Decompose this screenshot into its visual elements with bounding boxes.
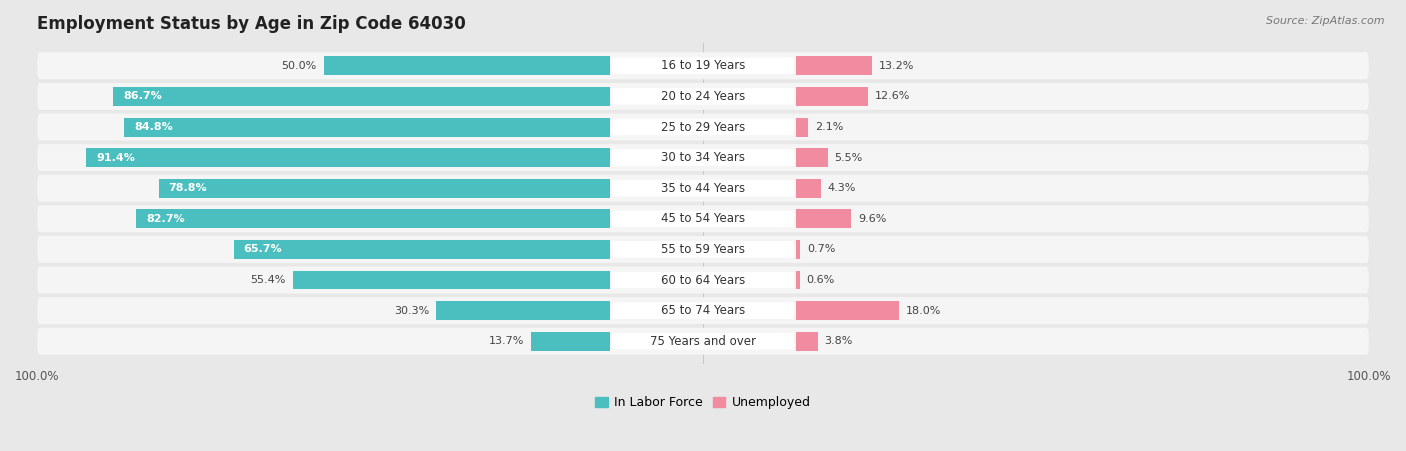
- Text: 84.8%: 84.8%: [134, 122, 173, 132]
- FancyBboxPatch shape: [37, 297, 1369, 324]
- Text: 75 Years and over: 75 Years and over: [650, 335, 756, 348]
- Bar: [114, 87, 610, 106]
- Text: 25 to 29 Years: 25 to 29 Years: [661, 120, 745, 133]
- Text: 16 to 19 Years: 16 to 19 Years: [661, 60, 745, 72]
- FancyBboxPatch shape: [612, 211, 794, 227]
- Text: 78.8%: 78.8%: [169, 183, 207, 193]
- Bar: [436, 301, 610, 320]
- FancyBboxPatch shape: [612, 180, 794, 197]
- FancyBboxPatch shape: [37, 236, 1369, 263]
- Text: 91.4%: 91.4%: [97, 152, 135, 163]
- Bar: [796, 118, 808, 137]
- Bar: [796, 301, 900, 320]
- Bar: [796, 56, 872, 75]
- FancyBboxPatch shape: [37, 114, 1369, 141]
- Text: 30 to 34 Years: 30 to 34 Years: [661, 151, 745, 164]
- Text: Employment Status by Age in Zip Code 64030: Employment Status by Age in Zip Code 640…: [37, 15, 465, 33]
- Text: 0.7%: 0.7%: [807, 244, 835, 254]
- Text: 12.6%: 12.6%: [875, 92, 910, 101]
- Bar: [531, 331, 610, 351]
- Text: 50.0%: 50.0%: [281, 61, 316, 71]
- Text: 60 to 64 Years: 60 to 64 Years: [661, 273, 745, 286]
- Text: 4.3%: 4.3%: [828, 183, 856, 193]
- Text: 30.3%: 30.3%: [395, 306, 430, 316]
- Text: 55.4%: 55.4%: [250, 275, 285, 285]
- FancyBboxPatch shape: [612, 119, 794, 135]
- FancyBboxPatch shape: [37, 328, 1369, 354]
- Bar: [159, 179, 610, 198]
- Text: 13.7%: 13.7%: [489, 336, 524, 346]
- Text: 82.7%: 82.7%: [146, 214, 186, 224]
- Text: 20 to 24 Years: 20 to 24 Years: [661, 90, 745, 103]
- Text: 9.6%: 9.6%: [858, 214, 886, 224]
- FancyBboxPatch shape: [37, 83, 1369, 110]
- Text: 5.5%: 5.5%: [834, 152, 863, 163]
- FancyBboxPatch shape: [612, 241, 794, 258]
- Bar: [796, 331, 818, 351]
- Bar: [796, 148, 828, 167]
- FancyBboxPatch shape: [612, 272, 794, 288]
- Bar: [233, 240, 610, 259]
- Text: 86.7%: 86.7%: [124, 92, 162, 101]
- Bar: [87, 148, 610, 167]
- FancyBboxPatch shape: [612, 88, 794, 105]
- Bar: [292, 271, 610, 290]
- Text: 35 to 44 Years: 35 to 44 Years: [661, 182, 745, 195]
- Text: 55 to 59 Years: 55 to 59 Years: [661, 243, 745, 256]
- FancyBboxPatch shape: [37, 175, 1369, 202]
- FancyBboxPatch shape: [612, 333, 794, 350]
- Bar: [796, 240, 800, 259]
- FancyBboxPatch shape: [37, 267, 1369, 294]
- Bar: [796, 87, 869, 106]
- Text: 45 to 54 Years: 45 to 54 Years: [661, 212, 745, 226]
- Legend: In Labor Force, Unemployed: In Labor Force, Unemployed: [595, 396, 811, 410]
- FancyBboxPatch shape: [612, 58, 794, 74]
- Bar: [124, 118, 610, 137]
- Text: 18.0%: 18.0%: [905, 306, 941, 316]
- Text: Source: ZipAtlas.com: Source: ZipAtlas.com: [1267, 16, 1385, 26]
- Bar: [796, 209, 851, 228]
- Text: 0.6%: 0.6%: [806, 275, 835, 285]
- FancyBboxPatch shape: [612, 149, 794, 166]
- Bar: [796, 179, 821, 198]
- FancyBboxPatch shape: [612, 302, 794, 319]
- Bar: [136, 209, 610, 228]
- Text: 3.8%: 3.8%: [825, 336, 853, 346]
- Text: 65 to 74 Years: 65 to 74 Years: [661, 304, 745, 317]
- Text: 13.2%: 13.2%: [879, 61, 914, 71]
- Text: 2.1%: 2.1%: [815, 122, 844, 132]
- FancyBboxPatch shape: [37, 52, 1369, 79]
- FancyBboxPatch shape: [37, 205, 1369, 232]
- Bar: [796, 271, 800, 290]
- FancyBboxPatch shape: [37, 144, 1369, 171]
- Bar: [323, 56, 610, 75]
- Text: 65.7%: 65.7%: [243, 244, 283, 254]
